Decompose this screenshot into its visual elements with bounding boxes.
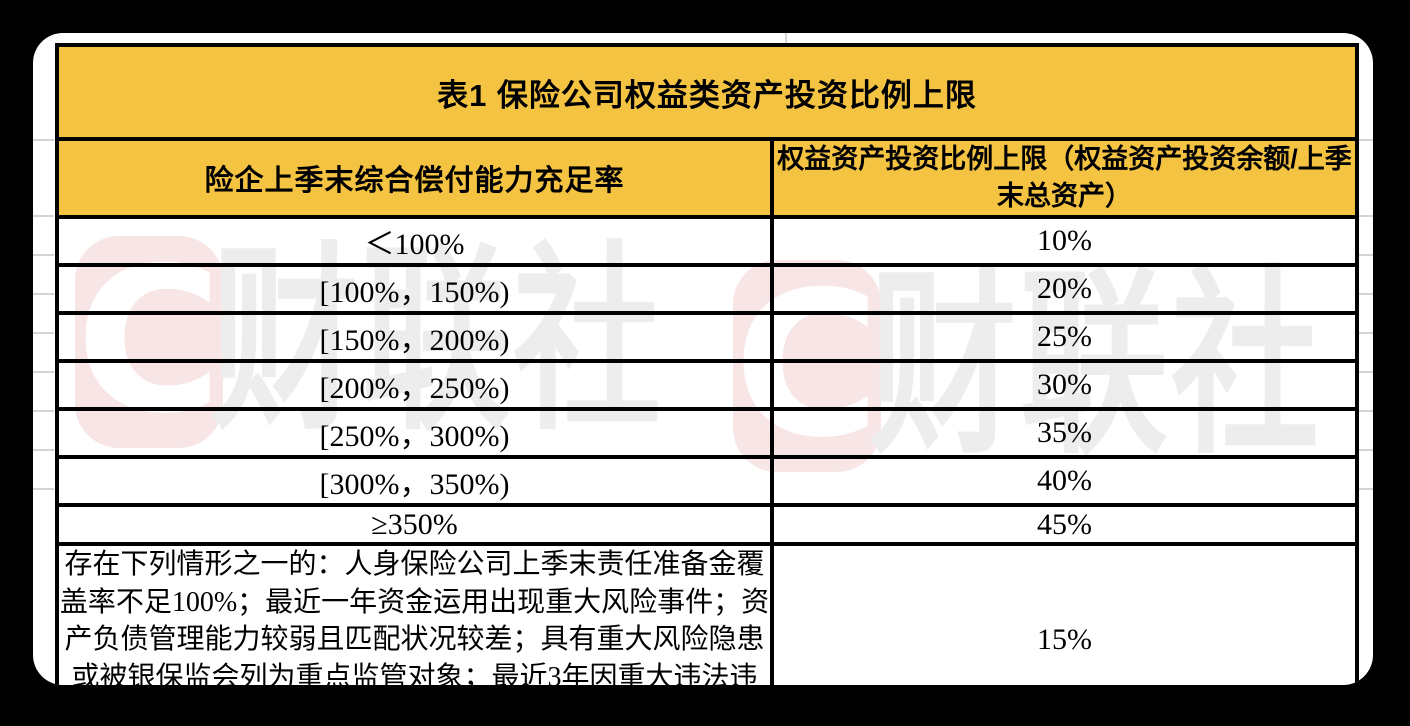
sheet-gridline: [33, 410, 54, 412]
table-row: ≥350% 45%: [55, 503, 1360, 546]
sheet-gridline: [1355, 139, 1373, 141]
limit-value-cell: 45%: [769, 503, 1360, 546]
sheet-gridline: [33, 371, 54, 373]
limit-value-cell: 20%: [769, 263, 1360, 315]
table-row-special-cases: 存在下列情形之一的：人身保险公司上季末责任准备金覆盖率不足100%；最近一年资金…: [55, 542, 1360, 685]
sheet-gridline: [33, 332, 54, 334]
sheet-gridline: [1355, 410, 1373, 412]
sheet-gridline: [1355, 371, 1373, 373]
limit-value-cell: 15%: [769, 542, 1360, 685]
column-header-solvency-ratio: 险企上季末综合偿付能力充足率: [55, 137, 774, 219]
solvency-range-cell: [300%，350%): [55, 455, 774, 507]
table-row: ＜100% 10%: [55, 215, 1360, 267]
limit-value-cell: 35%: [769, 407, 1360, 459]
sheet-gridline: [1355, 293, 1373, 295]
sheet-gridline: [33, 215, 54, 217]
sheet-gridline: [1355, 332, 1373, 334]
limit-value-cell: 25%: [769, 311, 1360, 363]
special-cases-text-cell: 存在下列情形之一的：人身保险公司上季末责任准备金覆盖率不足100%；最近一年资金…: [55, 542, 774, 685]
table-row: [150%，200%) 25%: [55, 311, 1360, 363]
limit-value-cell: 40%: [769, 455, 1360, 507]
sheet-gridline: [33, 449, 54, 451]
column-header-investment-limit: 权益资产投资比例上限（权益资产投资余额/上季末总资产）: [769, 137, 1360, 219]
table-card: C 财联社 C 财联社 表1 保险公司权益类资产投资比例上限 险企上季末综合偿付…: [33, 33, 1373, 685]
sheet-gridline: [33, 139, 54, 141]
equity-investment-limit-table: 表1 保险公司权益类资产投资比例上限 险企上季末综合偿付能力充足率 权益资产投资…: [54, 43, 1360, 685]
sheet-gridline: [1355, 488, 1373, 490]
limit-value-cell: 30%: [769, 359, 1360, 411]
sheet-gridline: [1355, 254, 1373, 256]
solvency-range-cell: ＜100%: [55, 215, 774, 267]
sheet-gridline: [785, 33, 787, 44]
sheet-gridline: [1355, 449, 1373, 451]
sheet-gridline: [1355, 215, 1373, 217]
table-row: [300%，350%) 40%: [55, 455, 1360, 507]
sheet-gridline: [33, 293, 54, 295]
table-row: [100%，150%) 20%: [55, 263, 1360, 315]
table-title: 表1 保险公司权益类资产投资比例上限: [54, 43, 1360, 141]
sheet-gridline: [33, 488, 54, 490]
solvency-range-cell: ≥350%: [55, 503, 774, 546]
sheet-gridline: [33, 254, 54, 256]
solvency-range-cell: [250%，300%): [55, 407, 774, 459]
table-row: [200%，250%) 30%: [55, 359, 1360, 411]
limit-value-cell: 10%: [769, 215, 1360, 267]
solvency-range-cell: [200%，250%): [55, 359, 774, 411]
solvency-range-cell: [100%，150%): [55, 263, 774, 315]
table-row: [250%，300%) 35%: [55, 407, 1360, 459]
solvency-range-cell: [150%，200%): [55, 311, 774, 363]
